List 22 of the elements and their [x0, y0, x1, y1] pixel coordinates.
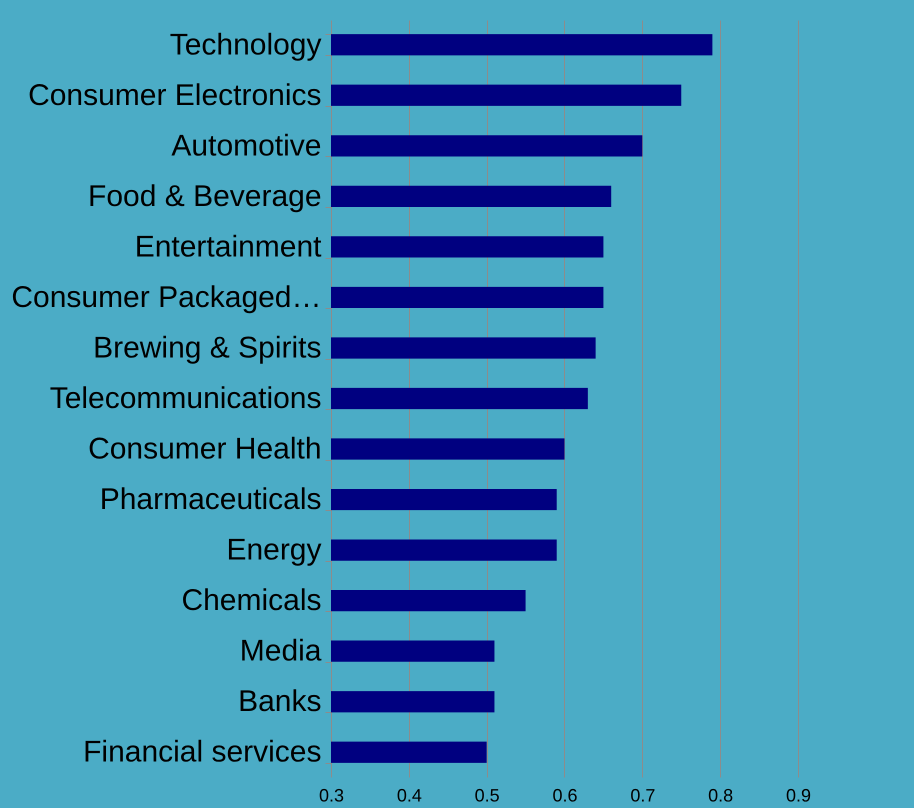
x-tick-label: 0.9: [786, 786, 812, 806]
y-tick-label: Pharmaceuticals: [100, 483, 322, 516]
x-tick-label: 0.3: [318, 786, 344, 806]
y-tick-label: Telecommunications: [50, 382, 322, 415]
y-tick-label: Food & Beverage: [88, 180, 322, 213]
y-tick-label: Technology: [170, 28, 322, 62]
x-tick-label: 0.4: [396, 786, 422, 806]
y-tick-label: Entertainment: [134, 230, 322, 264]
x-tick-label: 0.5: [474, 786, 500, 806]
y-tick-label: Banks: [238, 685, 322, 718]
y-tick-label: Consumer Packaged…: [11, 280, 322, 314]
y-tick-label: Chemicals: [181, 584, 322, 618]
y-tick-label: Consumer Electronics: [28, 78, 322, 112]
x-tick-label: 0.7: [630, 786, 656, 806]
y-tick-label: Automotive: [171, 129, 322, 162]
y-tick-label: Financial services: [83, 736, 322, 769]
y-tick-label: Media: [240, 634, 322, 668]
y-tick-label: Energy: [226, 534, 322, 567]
y-tick-label: Consumer Health: [88, 432, 322, 466]
x-tick-label: 0.6: [552, 786, 578, 806]
y-tick-label: Brewing & Spirits: [93, 331, 322, 364]
x-tick-label: 0.8: [708, 786, 734, 806]
